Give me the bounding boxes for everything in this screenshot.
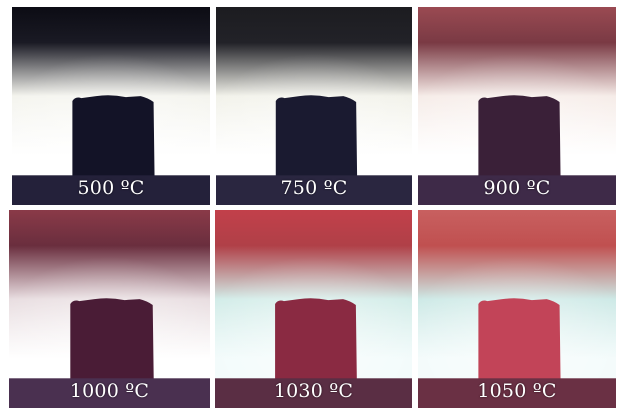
temperature-label: 1050 ºC: [477, 380, 557, 402]
temperature-label: 900 ºC: [483, 177, 551, 199]
furnace-photo: [418, 210, 616, 408]
temperature-label: 1000 ºC: [69, 380, 150, 402]
sample-holder-base: [9, 378, 210, 408]
sample-cylinder: [275, 298, 357, 381]
furnace-photo: [215, 210, 412, 408]
furnace-photo-panel: 500 ºC: [12, 7, 210, 205]
sample-cylinder: [275, 95, 358, 178]
furnace-photo: [216, 7, 412, 205]
sample-cylinder: [72, 95, 155, 178]
sample-cylinder: [478, 95, 561, 178]
furnace-photo: [418, 7, 616, 205]
sample-holder-base: [12, 175, 210, 205]
furnace-photo: [12, 7, 210, 205]
sample-holder-base: [418, 378, 616, 408]
furnace-photo-panel: 1050 ºC: [418, 210, 616, 408]
temperature-label: 500 ºC: [77, 177, 145, 199]
sample-holder-base: [216, 175, 412, 205]
sample-cylinder: [70, 298, 154, 381]
temperature-label: 1030 ºC: [273, 380, 354, 402]
sample-cylinder: [478, 298, 561, 381]
furnace-photo-panel: 750 ºC: [216, 7, 412, 205]
furnace-photo-panel: 1030 ºC: [215, 210, 412, 408]
temperature-label: 750 ºC: [280, 177, 348, 199]
sample-holder-base: [215, 378, 412, 408]
furnace-photo: [9, 210, 210, 408]
furnace-photo-panel: 900 ºC: [418, 7, 616, 205]
furnace-photo-panel: 1000 ºC: [9, 210, 210, 408]
sample-holder-base: [418, 175, 616, 205]
